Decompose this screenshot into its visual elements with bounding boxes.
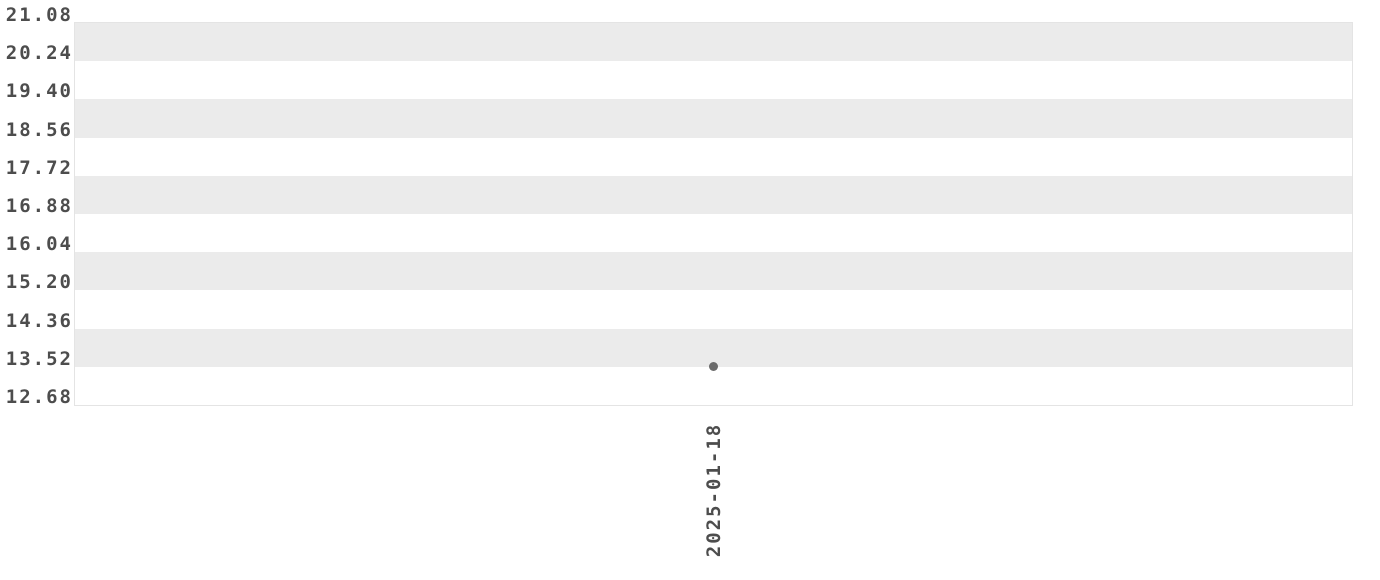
grid-band	[75, 366, 1352, 405]
grid-band	[75, 252, 1352, 291]
grid-band	[75, 137, 1352, 176]
x-tick-label: 2025-01-18	[702, 422, 725, 558]
y-tick-label: 14.36	[5, 309, 73, 332]
plot-area	[74, 22, 1353, 406]
y-tick-label: 16.04	[5, 233, 73, 256]
y-tick-label: 21.08	[5, 4, 73, 26]
grid-band	[75, 290, 1352, 329]
y-tick-label: 15.20	[5, 271, 73, 294]
y-tick-label: 19.40	[5, 80, 73, 103]
grid-band	[75, 23, 1352, 62]
grid-band	[75, 328, 1352, 367]
y-tick-label: 20.24	[5, 42, 73, 65]
y-tick-label: 17.72	[5, 156, 73, 179]
grid-band	[75, 214, 1352, 253]
data-point	[709, 362, 718, 372]
grid-band	[75, 175, 1352, 214]
y-tick-label: 12.68	[5, 386, 73, 408]
y-tick-label: 18.56	[5, 118, 73, 141]
grid-band	[75, 61, 1352, 100]
y-tick-label: 16.88	[5, 195, 73, 217]
grid-band	[75, 99, 1352, 138]
y-tick-label: 13.52	[5, 347, 73, 370]
